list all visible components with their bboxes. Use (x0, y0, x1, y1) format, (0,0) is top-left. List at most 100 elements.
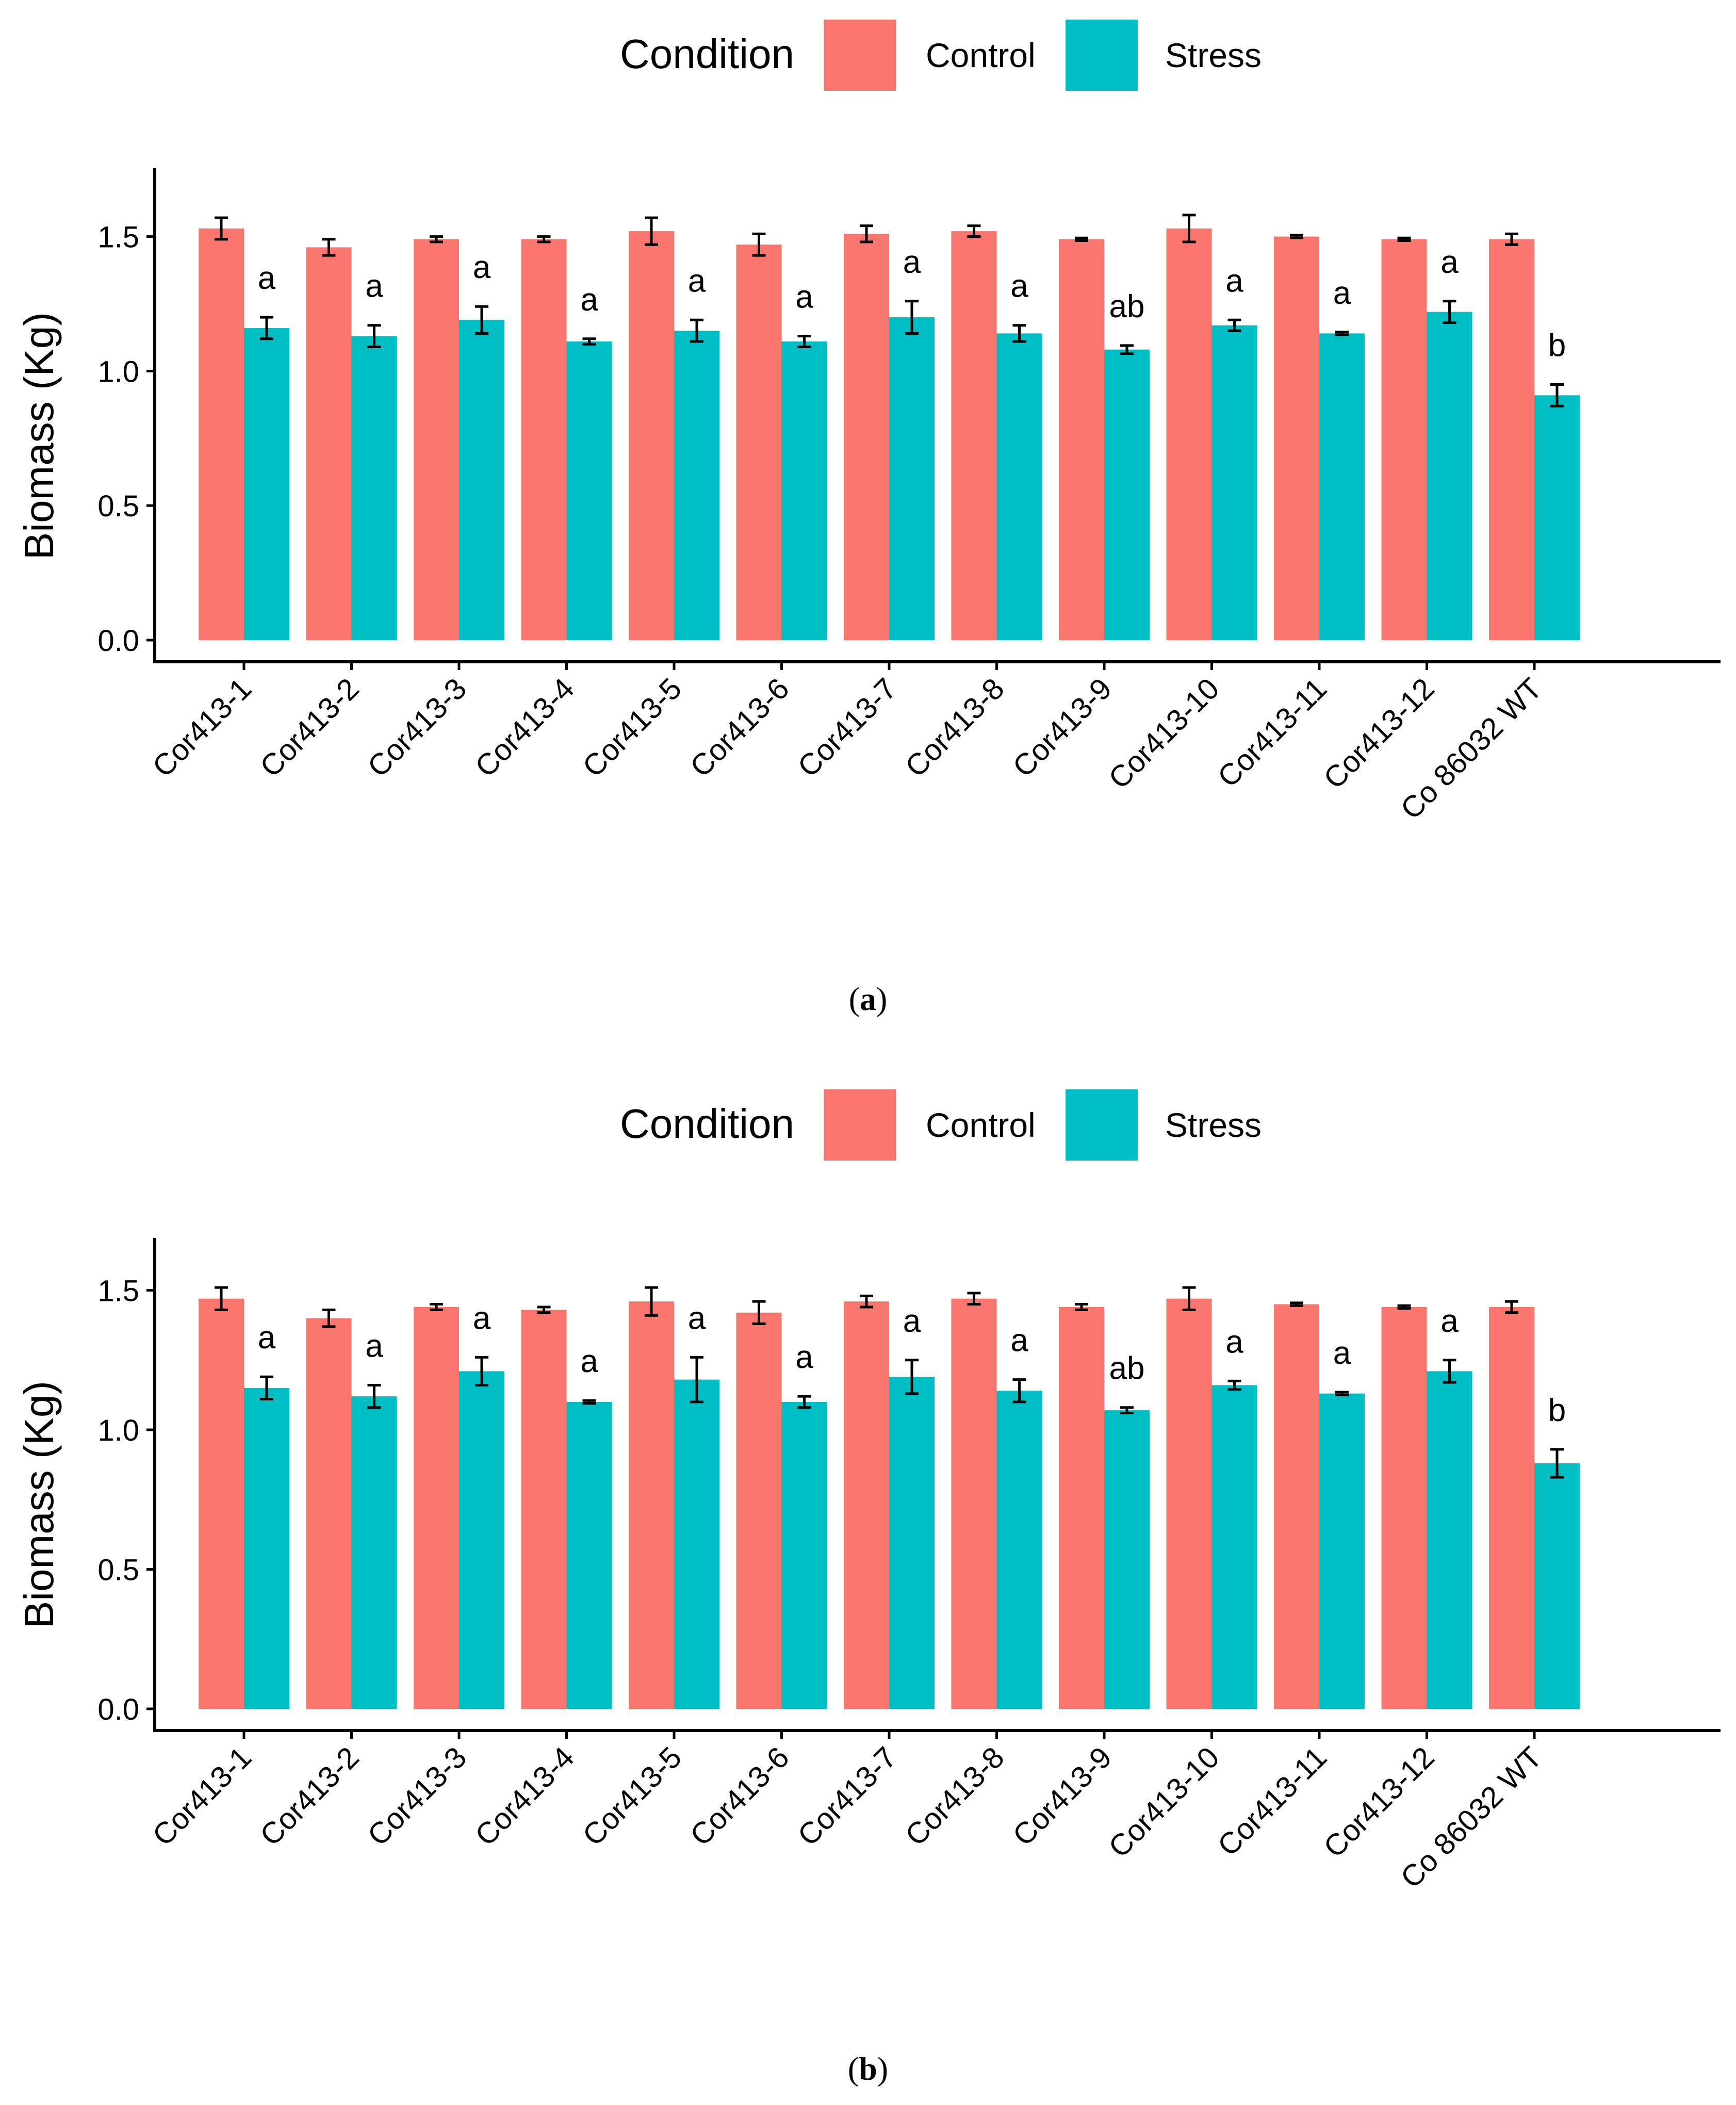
y-tick-label-4: 1.5 (97, 1275, 139, 1308)
error-bar-control-3 (430, 235, 443, 243)
x-tick-label-11: Cor413-11 (1211, 1740, 1333, 1863)
bar-control-9 (1059, 1307, 1104, 1709)
bar-stress-8 (996, 1391, 1042, 1709)
significance-letter-6: a (795, 280, 813, 315)
bar-control-5 (629, 231, 674, 641)
bar-control-2 (306, 1318, 352, 1709)
x-tick-label-5: Cor413-5 (576, 1740, 688, 1852)
significance-letter-11: a (1333, 275, 1351, 311)
error-bar-control-7 (860, 1294, 873, 1309)
bar-control-11 (1274, 1304, 1319, 1709)
legend-label-stress: Stress (1165, 1106, 1262, 1144)
x-tick-label-2: Cor413-2 (254, 672, 366, 784)
bar-control-8 (951, 1298, 997, 1709)
x-tick-label-8: Cor413-8 (899, 672, 1011, 784)
significance-letter-4: a (580, 282, 598, 318)
bar-stress-12 (1427, 1371, 1472, 1709)
error-bar-control-2 (322, 1308, 336, 1328)
error-bar-stress-7 (905, 1359, 919, 1395)
y-tick-label-1: 0.0 (97, 624, 139, 658)
legend-swatch-control (824, 20, 896, 91)
error-bar-stress-1 (260, 316, 273, 340)
panel-caption: (a) (849, 981, 888, 1017)
error-bar-control-5 (645, 216, 658, 246)
y-axis-label: Biomass (Kg) (16, 312, 62, 560)
x-tick-label-11: Cor413-11 (1211, 672, 1333, 794)
error-bar-control-10 (1182, 214, 1196, 243)
y-tick-label-2: 0.5 (97, 489, 139, 523)
significance-letter-2: a (365, 269, 383, 304)
legend-label-control: Control (926, 36, 1036, 74)
x-tick-label-6: Cor413-6 (684, 672, 796, 784)
legend-swatch-control (824, 1089, 896, 1161)
significance-letter-7: a (903, 244, 921, 280)
significance-letter-13: b (1548, 1393, 1566, 1428)
x-tick-label-7: Cor413-7 (791, 672, 903, 784)
bar-control-13 (1489, 1307, 1534, 1709)
x-tick-label-10: Cor413-10 (1102, 672, 1226, 795)
chart-panel-b: Condition Control Stress Biomass (Kg) a a… (16, 1089, 1721, 2087)
panel-letter: a (860, 981, 876, 1017)
significance-letter-5: a (688, 1300, 706, 1336)
significance-letter-10: a (1225, 1324, 1243, 1360)
bars (199, 1298, 1580, 1709)
x-tick-label-2: Cor413-2 (254, 1740, 366, 1852)
x-tick-label-9: Cor413-9 (1006, 672, 1118, 784)
x-tick-label-1: Cor413-1 (146, 672, 258, 784)
y-axis-label: Biomass (Kg) (16, 1381, 62, 1628)
error-bar-stress-7 (905, 300, 919, 335)
error-bar-stress-3 (475, 305, 488, 335)
error-bar-control-12 (1397, 236, 1411, 242)
error-bar-stress-8 (1012, 1378, 1026, 1404)
y-tick-label-3: 1.0 (97, 1414, 139, 1447)
error-bar-stress-1 (260, 1375, 273, 1400)
bar-control-7 (844, 1301, 889, 1709)
bar-stress-13 (1534, 1463, 1580, 1709)
significance-letter-7: a (903, 1303, 921, 1339)
bar-stress-6 (781, 1401, 827, 1709)
bar-stress-12 (1427, 312, 1472, 640)
bar-control-6 (736, 1312, 782, 1709)
significance-letter-6: a (795, 1340, 813, 1375)
bar-control-5 (629, 1301, 674, 1709)
significance-letter-1: a (258, 1320, 276, 1356)
bar-stress-5 (674, 1379, 719, 1709)
x-tick-label-6: Cor413-6 (684, 1740, 796, 1852)
error-bar-stress-6 (797, 335, 811, 348)
error-bar-control-4 (537, 235, 551, 243)
error-bar-control-11 (1290, 234, 1303, 239)
bar-stress-7 (889, 1377, 935, 1709)
error-bar-control-1 (215, 216, 228, 241)
error-bar-control-1 (215, 1286, 228, 1311)
significance-letter-2: a (365, 1328, 383, 1364)
legend: Condition Control Stress (620, 1089, 1262, 1161)
panel-letter: b (859, 2050, 877, 2087)
bar-control-3 (414, 239, 459, 640)
error-bar-stress-6 (797, 1395, 811, 1409)
error-bar-control-2 (322, 238, 336, 257)
error-bar-stress-13 (1550, 383, 1564, 407)
error-bar-control-11 (1290, 1301, 1303, 1307)
error-bar-control-8 (967, 224, 981, 238)
significance-letter-11: a (1333, 1335, 1351, 1371)
bar-stress-11 (1319, 1393, 1365, 1709)
panel-caption: (b) (848, 2050, 888, 2087)
significance-letter-12: a (1440, 244, 1459, 280)
bar-control-8 (951, 231, 997, 641)
significance-letter-8: a (1010, 1323, 1028, 1359)
bar-control-12 (1381, 1307, 1427, 1709)
bar-stress-6 (781, 341, 827, 640)
y-tick-label-3: 1.0 (97, 355, 139, 388)
bar-control-1 (199, 1298, 244, 1709)
error-bar-control-13 (1505, 232, 1518, 246)
y-ticks: 0.0 0.5 1.0 1.5 (97, 221, 155, 658)
legend-title: Condition (620, 31, 794, 77)
legend-title: Condition (620, 1101, 794, 1147)
bars (199, 228, 1580, 641)
bar-stress-10 (1211, 1385, 1257, 1709)
error-bar-control-5 (645, 1286, 658, 1317)
bar-stress-7 (889, 317, 935, 640)
y-tick-label-1: 0.0 (97, 1693, 139, 1726)
bar-control-11 (1274, 236, 1319, 641)
